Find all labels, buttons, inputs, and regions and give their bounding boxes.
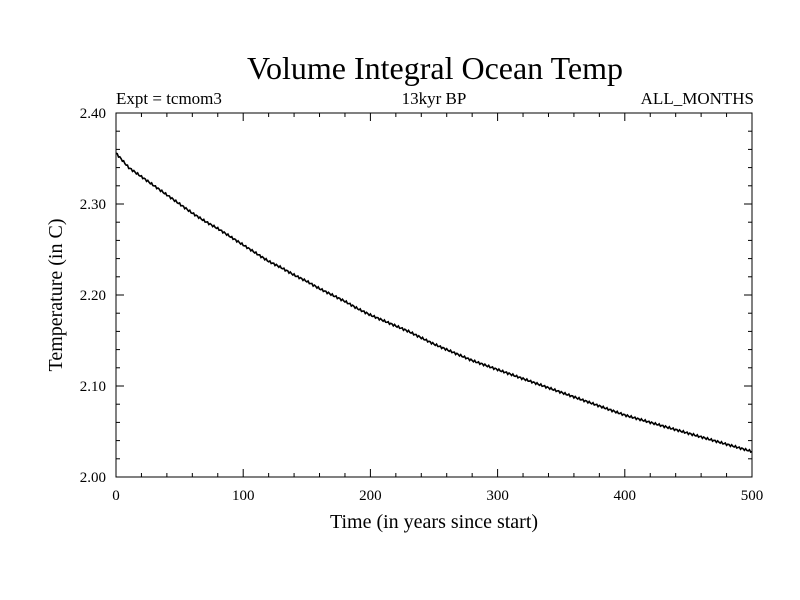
plot-frame xyxy=(115,112,753,478)
y-tick-labels: 2.00 2.10 2.20 2.30 2.40 xyxy=(80,106,106,486)
x-tick-label: 300 xyxy=(486,488,509,504)
y-tick-label: 2.30 xyxy=(80,197,106,213)
x-axis-label: Time (in years since start) xyxy=(330,511,538,533)
y-tick-label: 2.00 xyxy=(80,470,106,486)
subtitle-period: 13kyr BP xyxy=(402,89,467,108)
x-tick-label: 200 xyxy=(359,488,382,504)
x-tick-label: 0 xyxy=(112,488,120,504)
subtitle-expt: Expt = tcmom3 xyxy=(116,89,222,108)
subtitle-months: ALL_MONTHS xyxy=(641,89,754,108)
x-tick-label: 100 xyxy=(232,488,255,504)
y-axis-label: Temperature (in C) xyxy=(45,219,67,372)
y-tick-label: 2.10 xyxy=(80,379,106,395)
x-tick-label: 500 xyxy=(741,488,764,504)
y-tick-label: 2.20 xyxy=(80,288,106,304)
axis-ticks xyxy=(115,112,753,478)
x-tick-label: 400 xyxy=(614,488,637,504)
chart-title: Volume Integral Ocean Temp xyxy=(247,50,623,86)
x-tick-labels: 0 100 200 300 400 500 xyxy=(112,488,763,504)
y-tick-label: 2.40 xyxy=(80,106,106,122)
series-line xyxy=(115,152,753,454)
